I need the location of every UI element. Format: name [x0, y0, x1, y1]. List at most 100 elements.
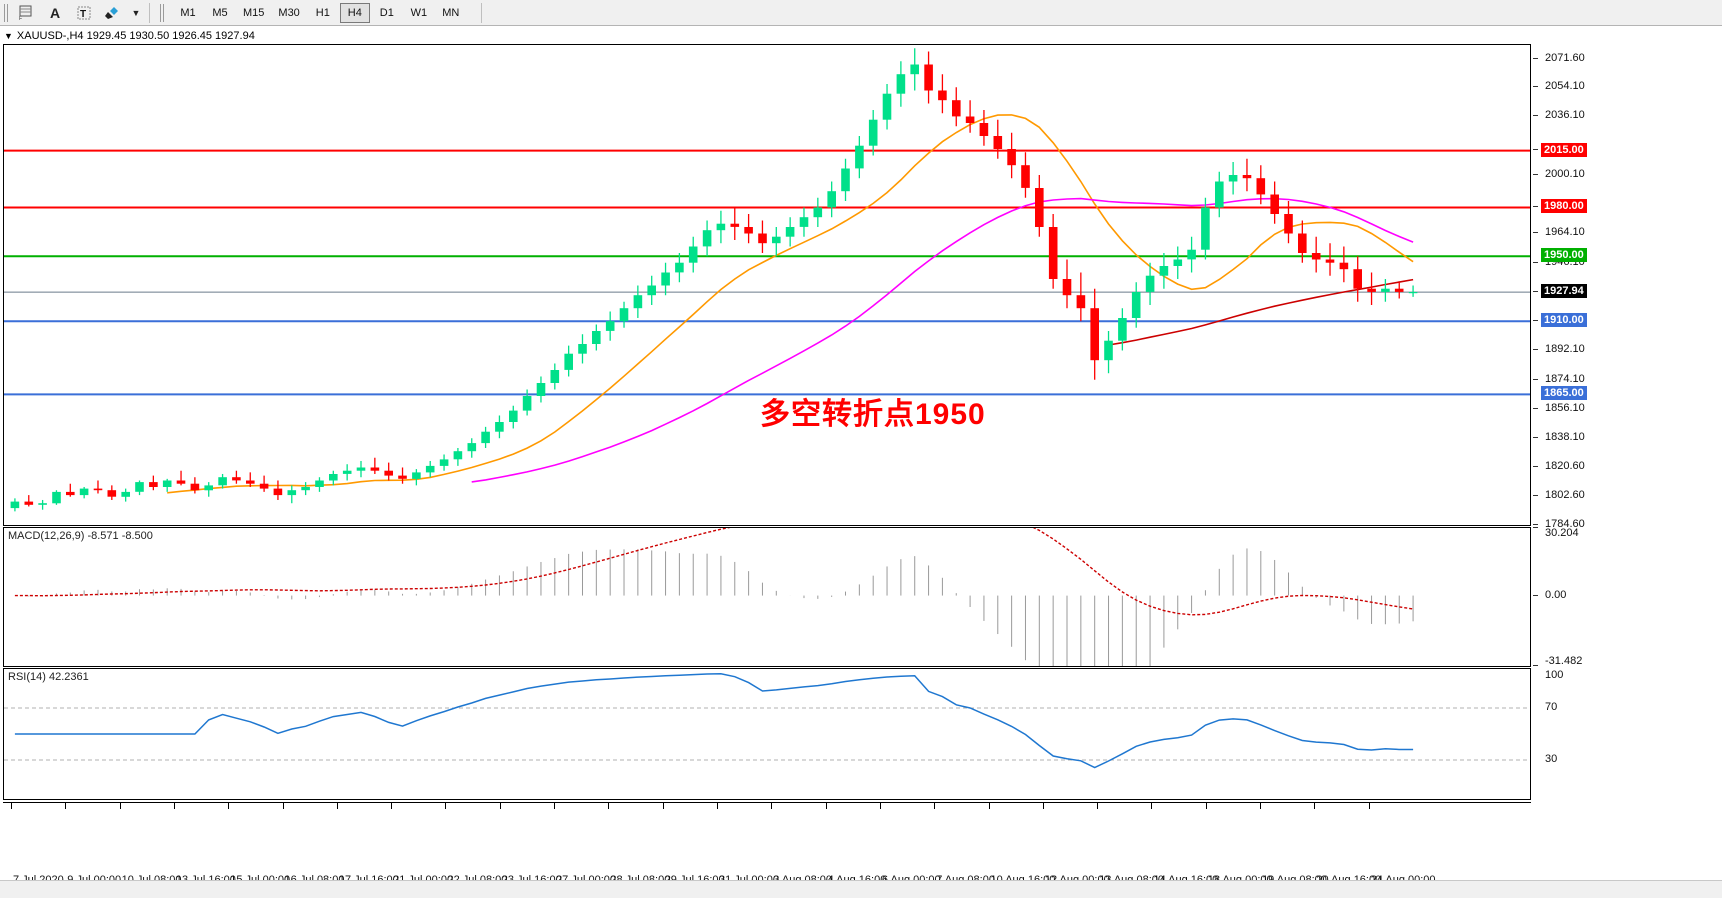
price-level-tag-1910-00[interactable]: 1910.00 — [1541, 313, 1587, 328]
macd-label: MACD(12,26,9) -8.571 -8.500 — [8, 530, 153, 542]
price-level-tag-1980-00[interactable]: 1980.00 — [1541, 199, 1587, 214]
date-tick-mark — [1260, 803, 1262, 809]
chart-frame: MACD(12,26,9) -8.571 -8.500 RSI(14) 42.2… — [0, 44, 1722, 898]
symbol-quote-bar: ▼ XAUUSD-,H4 1929.45 1930.50 1926.45 192… — [0, 27, 1722, 44]
price-level-tag-1950-00[interactable]: 1950.00 — [1541, 248, 1587, 263]
date-tick-mark — [173, 803, 175, 809]
price-tick-label: 2071.60 — [1545, 51, 1585, 64]
price-tick-mark — [1533, 378, 1538, 380]
price-tick-label: 1838.10 — [1545, 431, 1585, 444]
timeframe-button-m1[interactable]: M1 — [180, 6, 196, 19]
date-tick-mark — [825, 803, 827, 809]
timeframe-button-w1[interactable]: W1 — [410, 6, 428, 19]
chart-annotation-text: 多空转折点1950 — [760, 398, 986, 431]
price-chart-svg — [4, 48, 1530, 512]
price-tick-mark — [1533, 115, 1538, 117]
price-tick-mark — [1533, 86, 1538, 88]
date-tick-mark — [934, 803, 936, 809]
crosshair-icon[interactable]: F — [13, 2, 39, 24]
svg-text:F: F — [19, 16, 22, 20]
chevron-down-icon[interactable]: ▼ — [4, 30, 13, 41]
shapes-icon[interactable] — [100, 2, 126, 24]
price-axis: 2071.602054.102036.102015.102000.101980.… — [1531, 44, 1721, 530]
rsi-label: RSI(14) 42.2361 — [8, 671, 89, 683]
date-tick-mark — [1314, 803, 1316, 809]
macd-panel[interactable]: MACD(12,26,9) -8.571 -8.500 — [3, 527, 1531, 667]
macd-tick-mark — [1533, 594, 1538, 596]
date-tick-mark — [65, 803, 67, 809]
price-tick-mark — [1533, 232, 1538, 234]
timeframe-button-m5[interactable]: M5 — [212, 6, 228, 19]
price-tick-mark — [1533, 465, 1538, 467]
price-tick-mark — [1533, 290, 1538, 292]
date-tick-mark — [988, 803, 990, 809]
timeframe-button-m15[interactable]: M15 — [243, 6, 265, 19]
date-tick-mark — [1097, 803, 1099, 809]
date-tick-mark — [282, 803, 284, 809]
date-tick-mark — [662, 803, 664, 809]
rsi-tick-label: 100 — [1545, 669, 1564, 681]
svg-text:T: T — [80, 9, 86, 20]
timeframe-button-m30[interactable]: M30 — [278, 6, 300, 19]
date-tick-mark — [1368, 803, 1370, 809]
date-tick-mark — [608, 803, 610, 809]
price-tick-mark — [1533, 437, 1538, 439]
price-tick-mark — [1533, 349, 1538, 351]
date-axis-ticks — [3, 802, 1531, 816]
price-tick-label: 2000.10 — [1545, 167, 1585, 180]
rsi-svg — [4, 673, 1530, 769]
date-tick-mark — [1042, 803, 1044, 809]
date-tick-mark — [879, 803, 881, 809]
rsi-panel[interactable]: RSI(14) 42.2361 — [3, 668, 1531, 800]
rsi-tick-label: 70 — [1545, 701, 1558, 713]
price-tick-label: 1892.10 — [1545, 343, 1585, 356]
date-tick-mark — [445, 803, 447, 809]
chevron-down-icon[interactable]: ▼ — [131, 7, 141, 18]
macd-tick-mark — [1533, 665, 1538, 666]
date-tick-mark — [11, 803, 12, 809]
date-tick-mark — [336, 803, 338, 809]
timeframe-button-h1[interactable]: H1 — [315, 6, 330, 19]
rsi-axis: 100 70 30 — [1531, 668, 1721, 800]
price-tick-mark — [1533, 206, 1538, 208]
macd-tick-label: 0.00 — [1545, 588, 1567, 601]
toolbar-divider-2 — [480, 2, 482, 23]
timeframe-grip[interactable] — [160, 3, 166, 22]
toolbar-grip[interactable] — [4, 3, 10, 22]
macd-axis: 30.204 0.00 -31.482 — [1531, 527, 1721, 667]
date-tick-mark — [717, 803, 718, 809]
timeframe-button-mn[interactable]: MN — [442, 6, 460, 19]
price-level-tag-2015-00[interactable]: 2015.00 — [1541, 142, 1587, 157]
price-chart-panel[interactable] — [3, 44, 1531, 526]
price-level-tag-1927-94[interactable]: 1927.94 — [1541, 284, 1587, 299]
price-tick-mark — [1533, 524, 1538, 525]
timeframe-button-d1[interactable]: D1 — [379, 6, 394, 19]
date-tick-mark — [119, 803, 121, 809]
toolbar-divider — [149, 2, 150, 23]
macd-tick-label: 30.204 — [1545, 527, 1579, 539]
timeframe-button-h4[interactable]: H4 — [339, 2, 370, 23]
date-tick-mark — [1151, 803, 1153, 809]
price-level-tag-1865-00[interactable]: 1865.00 — [1541, 386, 1587, 401]
macd-svg — [14, 528, 1414, 666]
price-tick-mark — [1533, 261, 1538, 263]
rsi-tick-label: 30 — [1545, 753, 1558, 765]
price-tick-mark — [1533, 57, 1538, 59]
date-tick-mark — [771, 803, 773, 809]
timeframe-group: M1 M5 M15 M30 H1 H4 D1 W1 MN — [172, 2, 467, 23]
price-tick-mark — [1533, 407, 1538, 409]
symbol-quote-text: XAUUSD-,H4 1929.45 1930.50 1926.45 1927.… — [16, 29, 255, 42]
price-tick-label: 2036.10 — [1545, 109, 1585, 122]
price-tick-label: 1856.10 — [1545, 401, 1585, 414]
text-tool-icon[interactable]: A — [49, 4, 61, 21]
price-tick-mark — [1533, 149, 1538, 151]
date-tick-mark — [228, 803, 230, 809]
status-bar — [0, 880, 1722, 898]
date-tick-mark — [1205, 803, 1207, 809]
price-tick-label: 1820.60 — [1545, 459, 1585, 472]
text-label-icon[interactable]: T — [71, 2, 97, 24]
price-tick-label: 1964.10 — [1545, 226, 1585, 239]
price-tick-mark — [1533, 494, 1538, 496]
price-tick-label: 1784.60 — [1545, 518, 1585, 530]
date-tick-mark — [391, 803, 393, 809]
